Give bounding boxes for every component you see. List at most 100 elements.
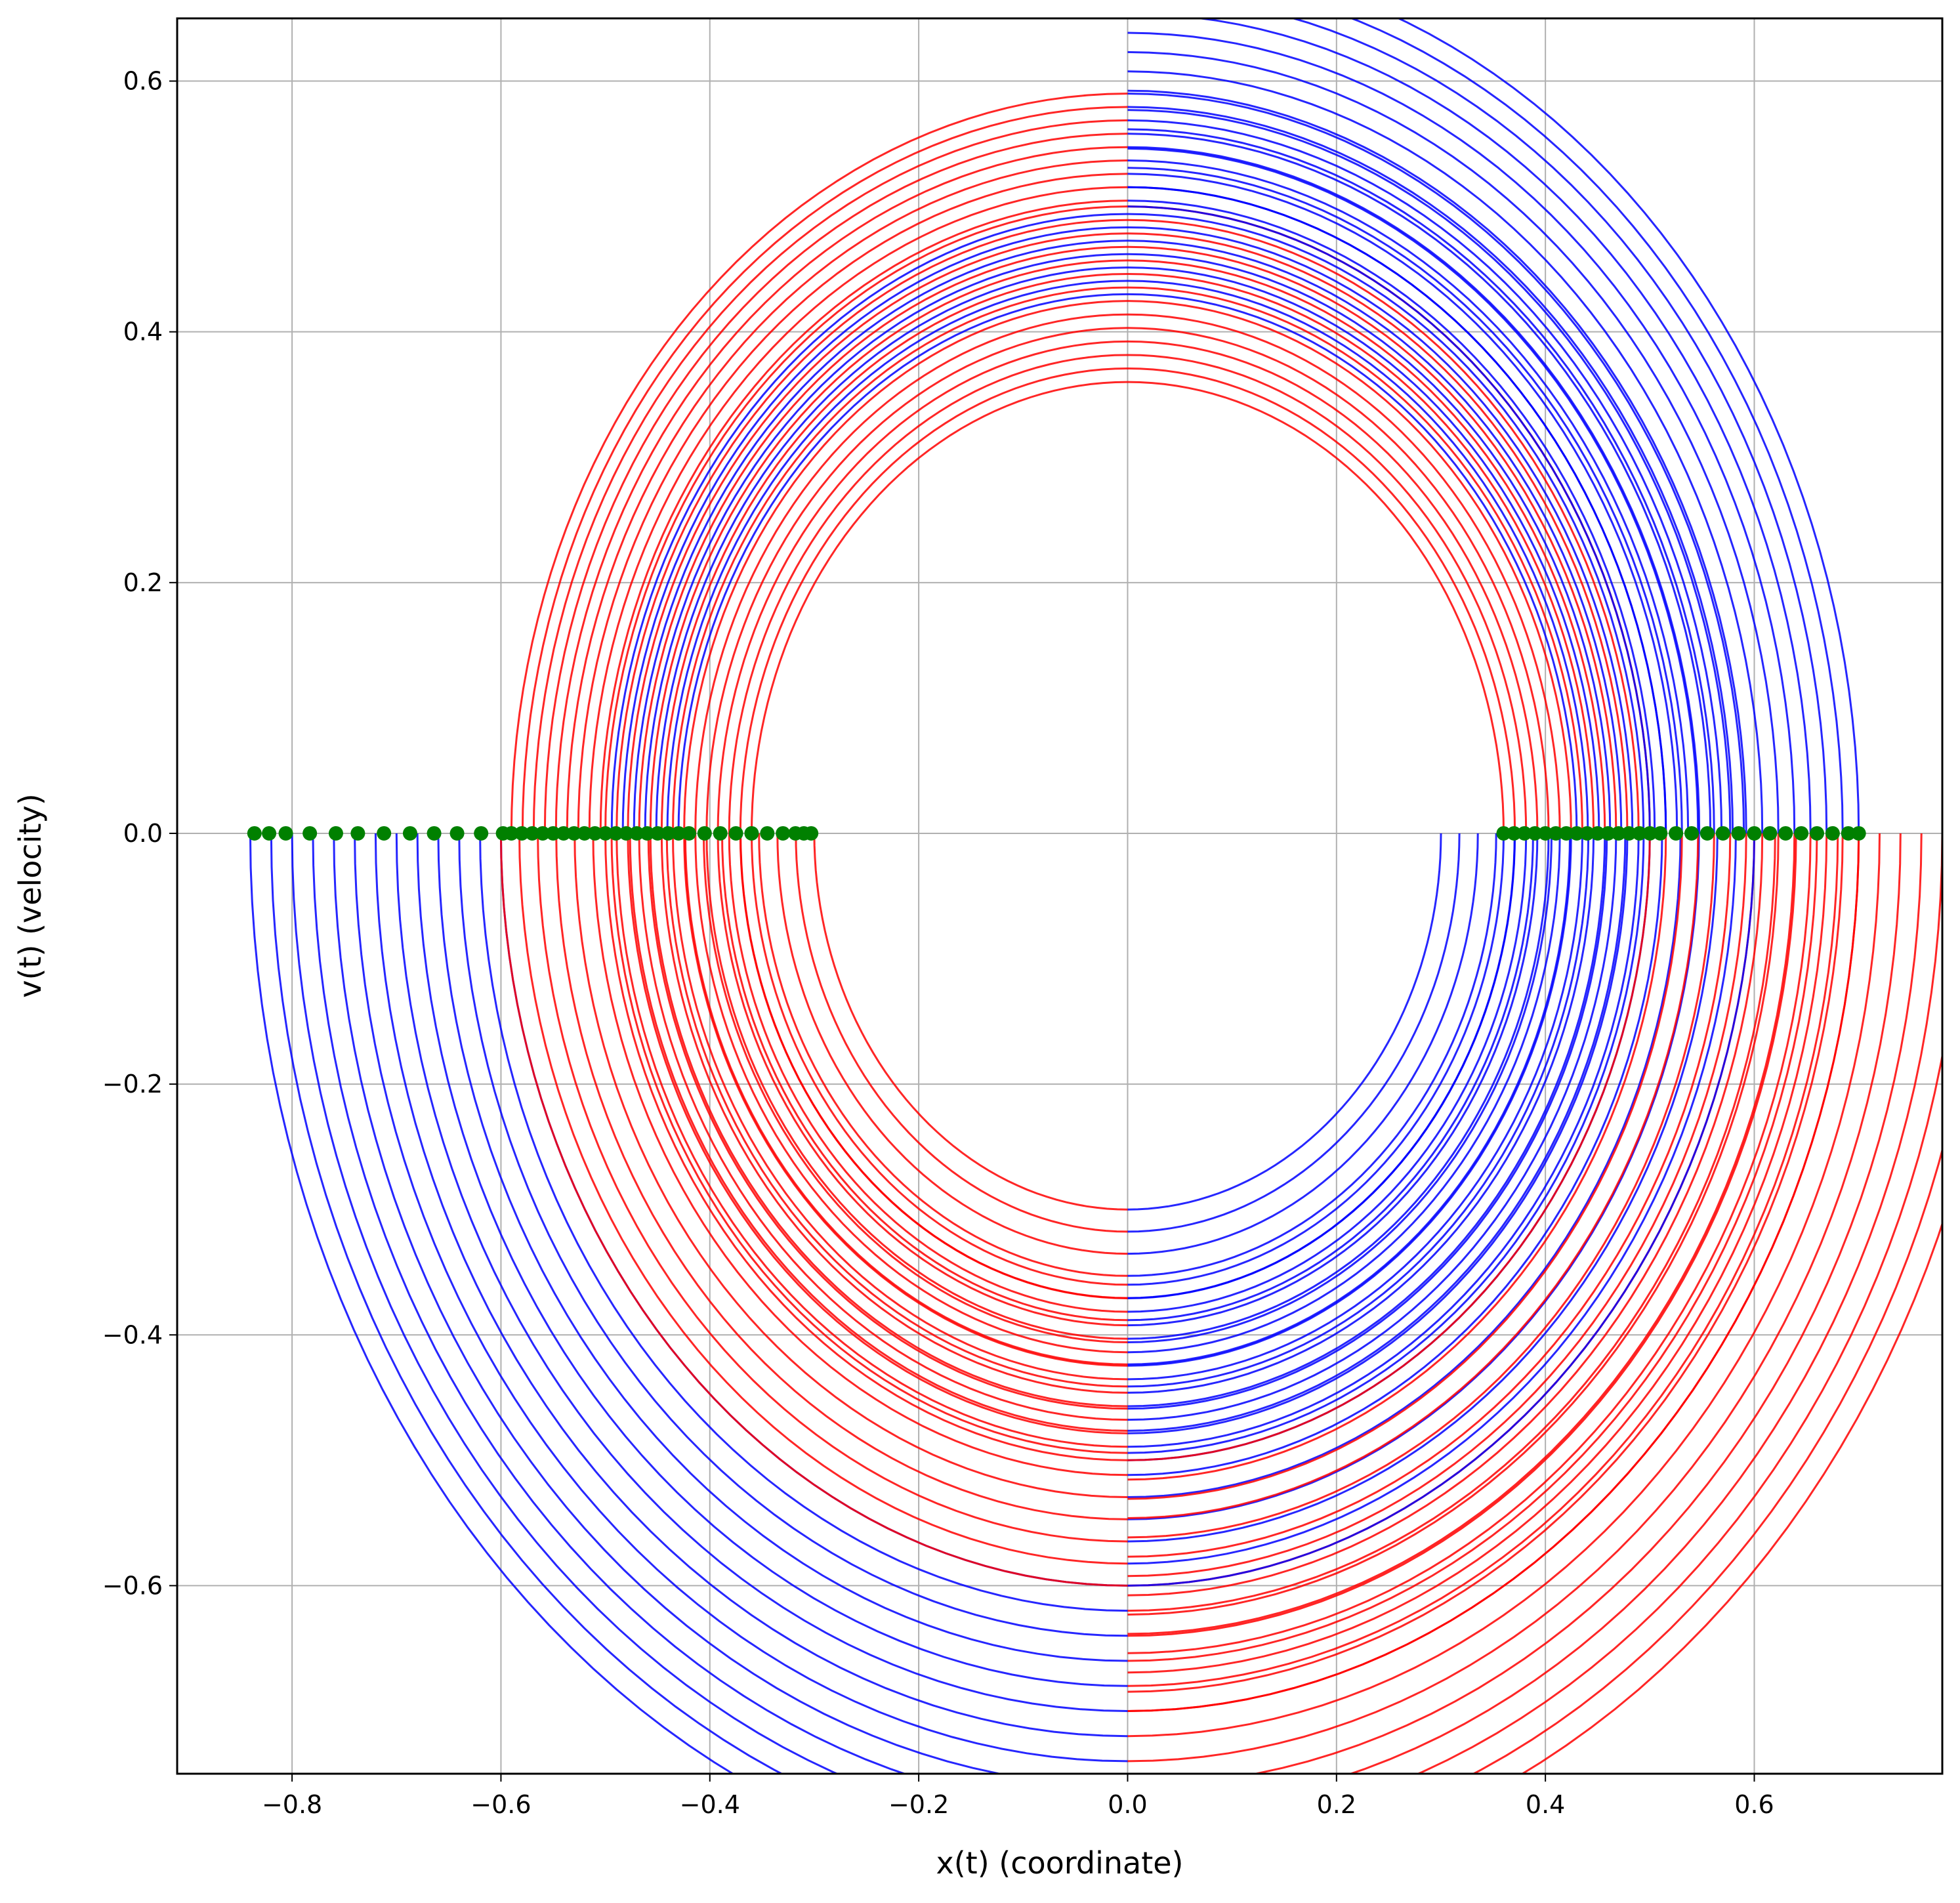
initial-point <box>402 826 417 841</box>
trajectory-arc <box>717 833 1128 1327</box>
trajectory-arc <box>621 226 1128 834</box>
x-tick-label: 0.2 <box>1317 1790 1356 1819</box>
trajectory-arc <box>1127 31 1796 834</box>
initial-point <box>247 826 262 841</box>
trajectory-arc <box>758 833 1128 1277</box>
trajectory-arc <box>333 833 1005 1774</box>
trajectory-arc <box>1396 18 1860 834</box>
trajectory-arc <box>437 833 1128 1662</box>
trajectory-arc <box>629 833 1128 1432</box>
trajectory-arc <box>672 286 1128 834</box>
trajectory-arc <box>312 833 907 1774</box>
trajectory-arc <box>1127 833 1617 1421</box>
trajectory-arc <box>1127 51 1780 834</box>
trajectory-arc <box>728 833 1128 1313</box>
initial-point <box>1579 826 1595 841</box>
trajectory-arc <box>665 833 1128 1388</box>
initial-point <box>449 826 465 841</box>
trajectory-arc <box>1127 833 1682 1498</box>
initial-point <box>566 826 581 841</box>
trajectory-arc <box>291 833 840 1774</box>
trajectory-arc <box>1250 833 1923 1774</box>
trajectory-arc <box>705 833 1128 1340</box>
trajectory-arc <box>1127 833 1881 1738</box>
trajectory-arc <box>672 833 1128 1381</box>
y-tick-label: 0.4 <box>123 318 163 346</box>
trajectory-arc <box>1127 833 1828 1674</box>
initial-point <box>1762 826 1778 841</box>
trajectory-arc <box>1127 833 1797 1637</box>
initial-point <box>262 826 277 841</box>
trajectory-arc <box>479 833 1128 1612</box>
trajectory-arc <box>1127 833 1539 1327</box>
trajectory-arc <box>649 833 1128 1408</box>
trajectory-arc <box>1127 833 1645 1454</box>
x-tick-label: 0.0 <box>1108 1790 1147 1819</box>
trajectory-arc <box>395 833 1128 1712</box>
trajectory-arc <box>1127 833 1818 1662</box>
initial-point <box>728 826 743 841</box>
initial-point <box>713 826 728 841</box>
trajectory-arc <box>1127 833 1627 1432</box>
initial-point <box>1851 826 1866 841</box>
initial-point <box>681 826 696 841</box>
trajectory-arc <box>1127 240 1623 834</box>
initial-point <box>1517 826 1532 841</box>
initial-point <box>504 826 519 841</box>
trajectory-arc <box>1127 833 1732 1558</box>
trajectory-arc <box>1127 833 1663 1476</box>
trajectory-arc <box>647 833 1128 1410</box>
trajectory-arc <box>521 106 1128 834</box>
trajectory-arc <box>1127 93 1745 834</box>
trajectory-arc <box>1127 367 1516 834</box>
trajectory-arc <box>610 213 1128 834</box>
trajectory-arc <box>577 173 1128 834</box>
trajectory-arc <box>1127 833 1572 1366</box>
x-tick-label: −0.6 <box>470 1790 531 1819</box>
trajectory-arc <box>795 833 1128 1233</box>
trajectory-arc <box>1127 833 1755 1587</box>
trajectory-arc <box>1127 833 1780 1616</box>
trajectory-arc <box>499 833 1128 1587</box>
initial-point <box>804 826 819 841</box>
trajectory-arc <box>599 199 1128 834</box>
trajectory-arc <box>684 833 1128 1366</box>
trajectory-arc <box>1127 245 1617 834</box>
trajectory-arc <box>1127 833 1516 1299</box>
trajectory-arc <box>1127 232 1629 834</box>
trajectory-arc <box>1127 213 1645 834</box>
trajectory-arc <box>717 340 1128 834</box>
initial-points <box>247 826 1866 841</box>
trajectory-arc <box>644 253 1128 834</box>
trajectory-arc <box>1127 833 1683 1500</box>
trajectory-arc <box>1127 133 1712 834</box>
trajectory-arc <box>694 313 1128 834</box>
trajectory-arc <box>1127 833 1839 1687</box>
initial-point <box>474 826 489 841</box>
trajectory-arc <box>660 273 1128 834</box>
x-axis-label: x(t) (coordinate) <box>936 1845 1183 1881</box>
trajectory-arc <box>1127 833 1595 1394</box>
trajectory-arc <box>555 833 1128 1520</box>
y-tick-label: 0.2 <box>123 568 163 597</box>
initial-point <box>661 826 676 841</box>
trajectory-arc <box>588 186 1128 834</box>
trajectory-arc <box>1127 833 1629 1434</box>
trajectory-arc <box>721 833 1128 1322</box>
trajectory-arc <box>537 833 1128 1543</box>
trajectory-arc <box>610 833 1128 1454</box>
trajectory-arc <box>739 367 1128 834</box>
trajectory-arc <box>1127 286 1583 834</box>
trajectory-arc <box>1127 833 1572 1367</box>
initial-point <box>525 826 540 841</box>
trajectory-arc <box>813 833 1128 1211</box>
trajectory-arc <box>1127 89 1747 834</box>
trajectory-arc <box>1127 293 1578 834</box>
trajectory-arc <box>1127 146 1701 834</box>
trajectory-arc <box>633 240 1128 834</box>
trajectory-arc <box>249 833 735 1774</box>
trajectory-arc <box>1127 833 1583 1381</box>
initial-point <box>598 826 613 841</box>
trajectory-arc <box>1127 70 1764 834</box>
trajectory-arc <box>1127 833 1776 1612</box>
